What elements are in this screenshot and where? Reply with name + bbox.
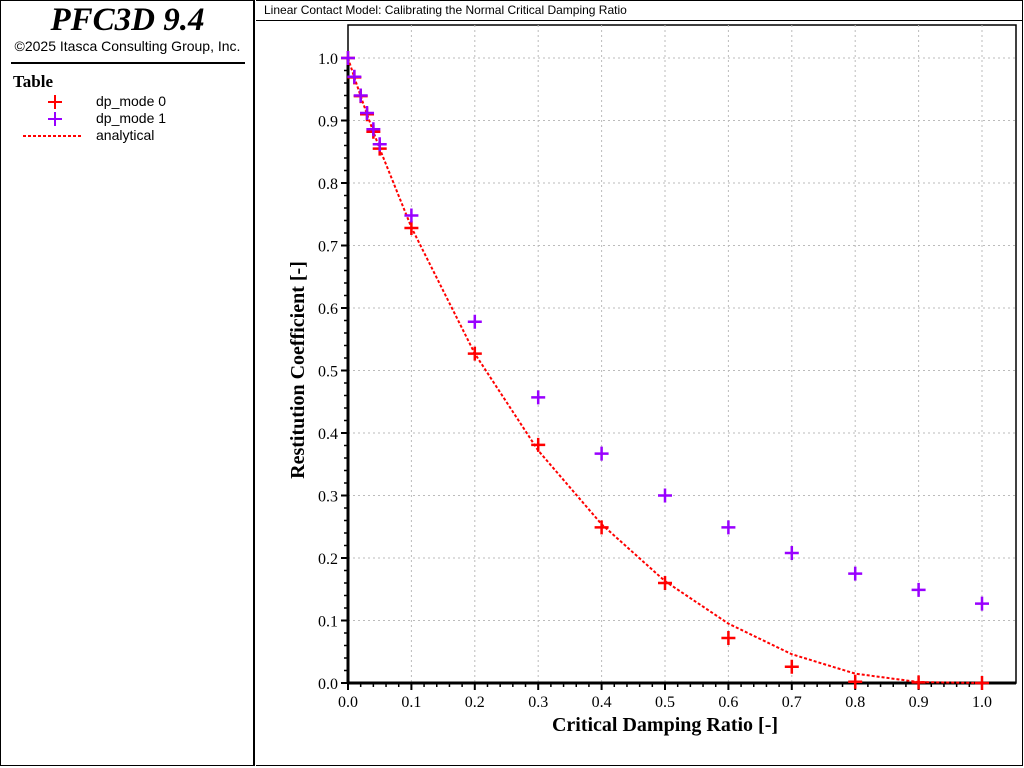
- data-point-dp-mode-1: [353, 88, 368, 103]
- legend-item-dp-mode-1: dp_mode 1: [0, 110, 255, 127]
- data-point-dp-mode-0: [975, 676, 989, 690]
- divider: [256, 20, 1023, 21]
- chart-title: Linear Contact Model: Calibrating the No…: [264, 3, 627, 17]
- y-tick-label: 0.5: [318, 364, 338, 381]
- app-title: PFC3D 9.4: [50, 2, 205, 38]
- y-tick-label: 0.6: [318, 301, 338, 318]
- data-point-dp-mode-1: [658, 488, 672, 503]
- data-point-dp-mode-1: [372, 137, 387, 152]
- divider: [11, 62, 245, 64]
- x-tick-label: 1.0: [972, 694, 992, 711]
- legend-label: dp_mode 1: [96, 110, 167, 126]
- data-point-dp-mode-1: [404, 208, 419, 223]
- x-tick-label: 0.4: [592, 694, 612, 711]
- y-axis-label: Restitution Coefficient [-]: [287, 261, 309, 479]
- legend-panel: [0, 0, 255, 766]
- plus-icon: [48, 112, 62, 126]
- data-point-dp-mode-0: [721, 631, 736, 645]
- y-tick-label: 0.3: [318, 489, 338, 506]
- y-tick-label: 0.4: [318, 426, 338, 443]
- data-point-dp-mode-1: [366, 122, 381, 137]
- y-tick-label: 0.9: [318, 114, 338, 131]
- y-tick-label: 0.1: [318, 614, 338, 631]
- legend-item-analytical: analytical: [0, 127, 255, 144]
- x-tick-label: 0.3: [528, 694, 548, 711]
- y-tick-label: 0.8: [318, 176, 338, 193]
- legend-label: dp_mode 0: [96, 93, 167, 109]
- x-tick-label: 0.1: [401, 694, 421, 711]
- x-tick-label: 0.6: [718, 694, 738, 711]
- data-point-dp-mode-1: [467, 314, 482, 329]
- legend-title: Table: [13, 72, 54, 91]
- data-point-dp-mode-0: [531, 437, 546, 452]
- data-point-dp-mode-0: [848, 674, 863, 689]
- x-tick-label: 0.9: [909, 694, 929, 711]
- data-point-dp-mode-1: [347, 69, 362, 84]
- data-point-dp-mode-0: [467, 346, 482, 361]
- data-point-dp-mode-1: [341, 51, 355, 65]
- x-tick-label: 0.0: [338, 694, 358, 711]
- data-point-dp-mode-0: [404, 221, 419, 235]
- legend-label: analytical: [96, 127, 155, 143]
- copyright: ©2025 Itasca Consulting Group, Inc.: [14, 38, 241, 54]
- legend-item-dp-mode-0: dp_mode 0: [0, 93, 255, 110]
- plot-frame: [347, 24, 1017, 684]
- data-point-dp-mode-1: [784, 546, 799, 560]
- x-axis-label: Critical Damping Ratio [-]: [552, 714, 778, 736]
- y-tick-label: 1.0: [318, 51, 338, 68]
- data-point-dp-mode-1: [911, 582, 926, 597]
- data-point-dp-mode-0: [594, 520, 609, 535]
- data-point-dp-mode-0: [658, 576, 672, 590]
- x-tick-label: 0.2: [465, 694, 485, 711]
- data-point-dp-mode-1: [360, 106, 375, 120]
- x-tick-label: 0.5: [655, 694, 675, 711]
- plus-icon: [48, 95, 62, 109]
- data-point-dp-mode-0: [784, 659, 799, 674]
- x-tick-label: 0.7: [782, 694, 802, 711]
- plot-panel: [256, 0, 1023, 766]
- series-line-analytical: [347, 57, 983, 684]
- y-tick-label: 0.0: [318, 676, 338, 693]
- data-point-dp-mode-1: [531, 390, 546, 405]
- data-point-dp-mode-1: [721, 520, 736, 535]
- y-tick-label: 0.7: [318, 239, 338, 256]
- data-point-dp-mode-1: [975, 596, 989, 611]
- y-tick-label: 0.2: [318, 551, 338, 568]
- data-point-dp-mode-1: [848, 566, 863, 581]
- data-point-dp-mode-0: [911, 675, 926, 690]
- data-point-dp-mode-1: [594, 446, 609, 461]
- x-tick-label: 0.8: [845, 694, 865, 711]
